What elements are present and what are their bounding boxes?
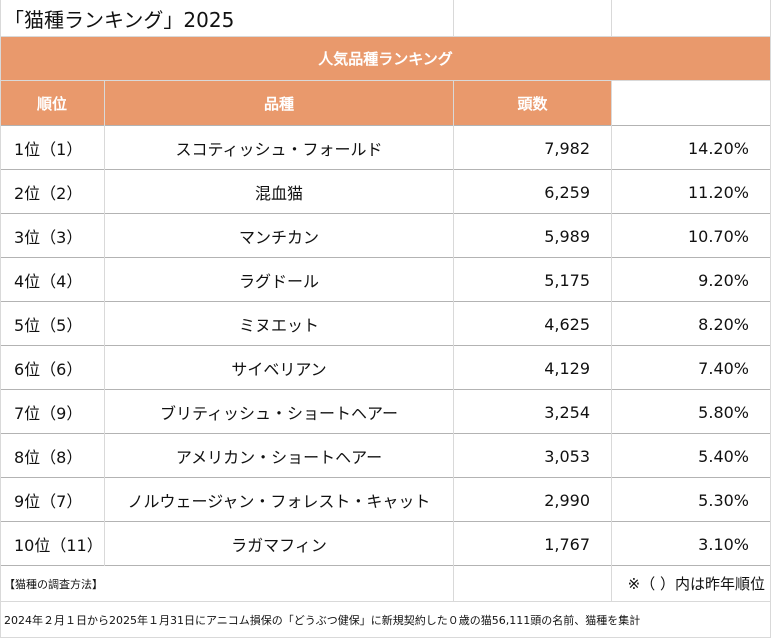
rank-cell: 7位（9） — [14, 404, 83, 423]
breed-cell: ミヌエット — [238, 316, 319, 335]
count-cell: 3,254 — [544, 402, 590, 422]
table-row: 4位（4） ラグドール 5,175 9.20% — [0, 258, 771, 302]
notes-row: 【猫種の調査方法】 ※（ ）内は昨年順位 — [0, 566, 771, 601]
rank-cell: 10位（11） — [14, 536, 103, 555]
table-row: 1位（1） スコティッシュ・フォールド 7,982 14.20% — [0, 126, 771, 170]
count-cell: 4,625 — [544, 314, 590, 334]
grid-line — [611, 0, 612, 36]
share-cell: 5.30% — [698, 490, 749, 510]
breed-cell: ラグドール — [238, 272, 319, 291]
grid-line — [0, 257, 771, 258]
table-row: 3位（3） マンチカン 5,989 10.70% — [0, 214, 771, 258]
grid-line — [453, 0, 454, 36]
breed-cell: アメリカン・ショートヘアー — [175, 448, 383, 467]
rank-cell: 5位（5） — [14, 316, 83, 335]
share-cell: 10.70% — [687, 226, 749, 246]
rank-cell: 4位（4） — [14, 272, 83, 291]
share-cell: 5.80% — [698, 402, 749, 422]
grid-line — [453, 81, 454, 601]
rank-cell: 6位（6） — [14, 360, 83, 379]
grid-line — [0, 477, 771, 478]
count-cell: 3,053 — [544, 446, 590, 466]
share-cell: 3.10% — [698, 534, 749, 554]
count-cell: 2,990 — [544, 490, 590, 510]
rank-cell: 8位（8） — [14, 448, 83, 467]
header-empty-cell — [612, 81, 771, 125]
grid-line — [0, 213, 771, 214]
rank-cell: 2位（2） — [14, 184, 83, 203]
share-cell: 5.40% — [698, 446, 749, 466]
page-title: 「猫種ランキング」2025 — [4, 7, 235, 32]
grid-line — [611, 81, 612, 601]
table-row: 10位（11） ラガマフィン 1,767 3.10% — [0, 522, 771, 566]
breed-cell: マンチカン — [238, 228, 319, 247]
count-cell: 1,767 — [544, 534, 590, 554]
rank-cell: 1位（1） — [14, 140, 83, 159]
banner-title: 人気品種ランキング — [318, 50, 453, 68]
title-row: 「猫種ランキング」2025 — [0, 0, 771, 36]
table-row: 5位（5） ミヌエット 4,625 8.20% — [0, 302, 771, 346]
table-row: 7位（9） ブリティッシュ・ショートヘアー 3,254 5.80% — [0, 390, 771, 434]
grid-line — [0, 521, 771, 522]
breed-cell: サイベリアン — [231, 360, 327, 379]
method-text: 2024年２月１日から2025年１月31日にアニコム損保の「どうぶつ健保」に新規… — [4, 614, 641, 627]
grid-line — [104, 81, 105, 566]
header-breed: 品種 — [105, 81, 453, 125]
share-cell: 7.40% — [698, 358, 749, 378]
count-cell: 5,175 — [544, 270, 590, 290]
rank-cell: 9位（7） — [14, 492, 83, 511]
method-row: 2024年２月１日から2025年１月31日にアニコム損保の「どうぶつ健保」に新規… — [0, 602, 771, 638]
count-cell: 6,259 — [544, 182, 590, 202]
grid-line — [0, 36, 771, 37]
share-cell: 9.20% — [698, 270, 749, 290]
grid-line — [0, 345, 771, 346]
grid-line — [0, 80, 771, 81]
count-cell: 7,982 — [544, 138, 590, 158]
table-row: 8位（8） アメリカン・ショートヘアー 3,053 5.40% — [0, 434, 771, 478]
share-cell: 8.20% — [698, 314, 749, 334]
banner-row: 人気品種ランキング — [0, 37, 771, 80]
table-row: 2位（2） 混血猫 6,259 11.20% — [0, 170, 771, 214]
method-label: 【猫種の調査方法】 — [4, 577, 103, 591]
header-count: 頭数 — [454, 81, 611, 125]
breed-cell: ラガマフィン — [231, 536, 327, 555]
parentheses-note: ※（ ）内は昨年順位 — [627, 575, 765, 593]
count-cell: 4,129 — [544, 358, 590, 378]
grid-line — [0, 433, 771, 434]
breed-cell: ブリティッシュ・ショートヘアー — [159, 404, 399, 423]
breed-cell: ノルウェージャン・フォレスト・キャット — [127, 492, 431, 511]
rank-cell: 3位（3） — [14, 228, 83, 247]
breed-cell: スコティッシュ・フォールド — [175, 140, 383, 159]
grid-line — [0, 125, 771, 126]
grid-line — [0, 169, 771, 170]
breed-cell: 混血猫 — [254, 184, 303, 203]
share-cell: 14.20% — [687, 138, 749, 158]
grid-line — [0, 301, 771, 302]
grid-line — [0, 565, 771, 566]
grid-line — [0, 0, 1, 638]
grid-line — [0, 601, 771, 602]
header-rank: 順位 — [0, 81, 104, 125]
share-cell: 11.20% — [687, 182, 749, 202]
table-row: 9位（7） ノルウェージャン・フォレスト・キャット 2,990 5.30% — [0, 478, 771, 522]
table-row: 6位（6） サイベリアン 4,129 7.40% — [0, 346, 771, 390]
table-header: 順位 品種 頭数 — [0, 81, 771, 125]
grid-line — [0, 389, 771, 390]
count-cell: 5,989 — [544, 226, 590, 246]
